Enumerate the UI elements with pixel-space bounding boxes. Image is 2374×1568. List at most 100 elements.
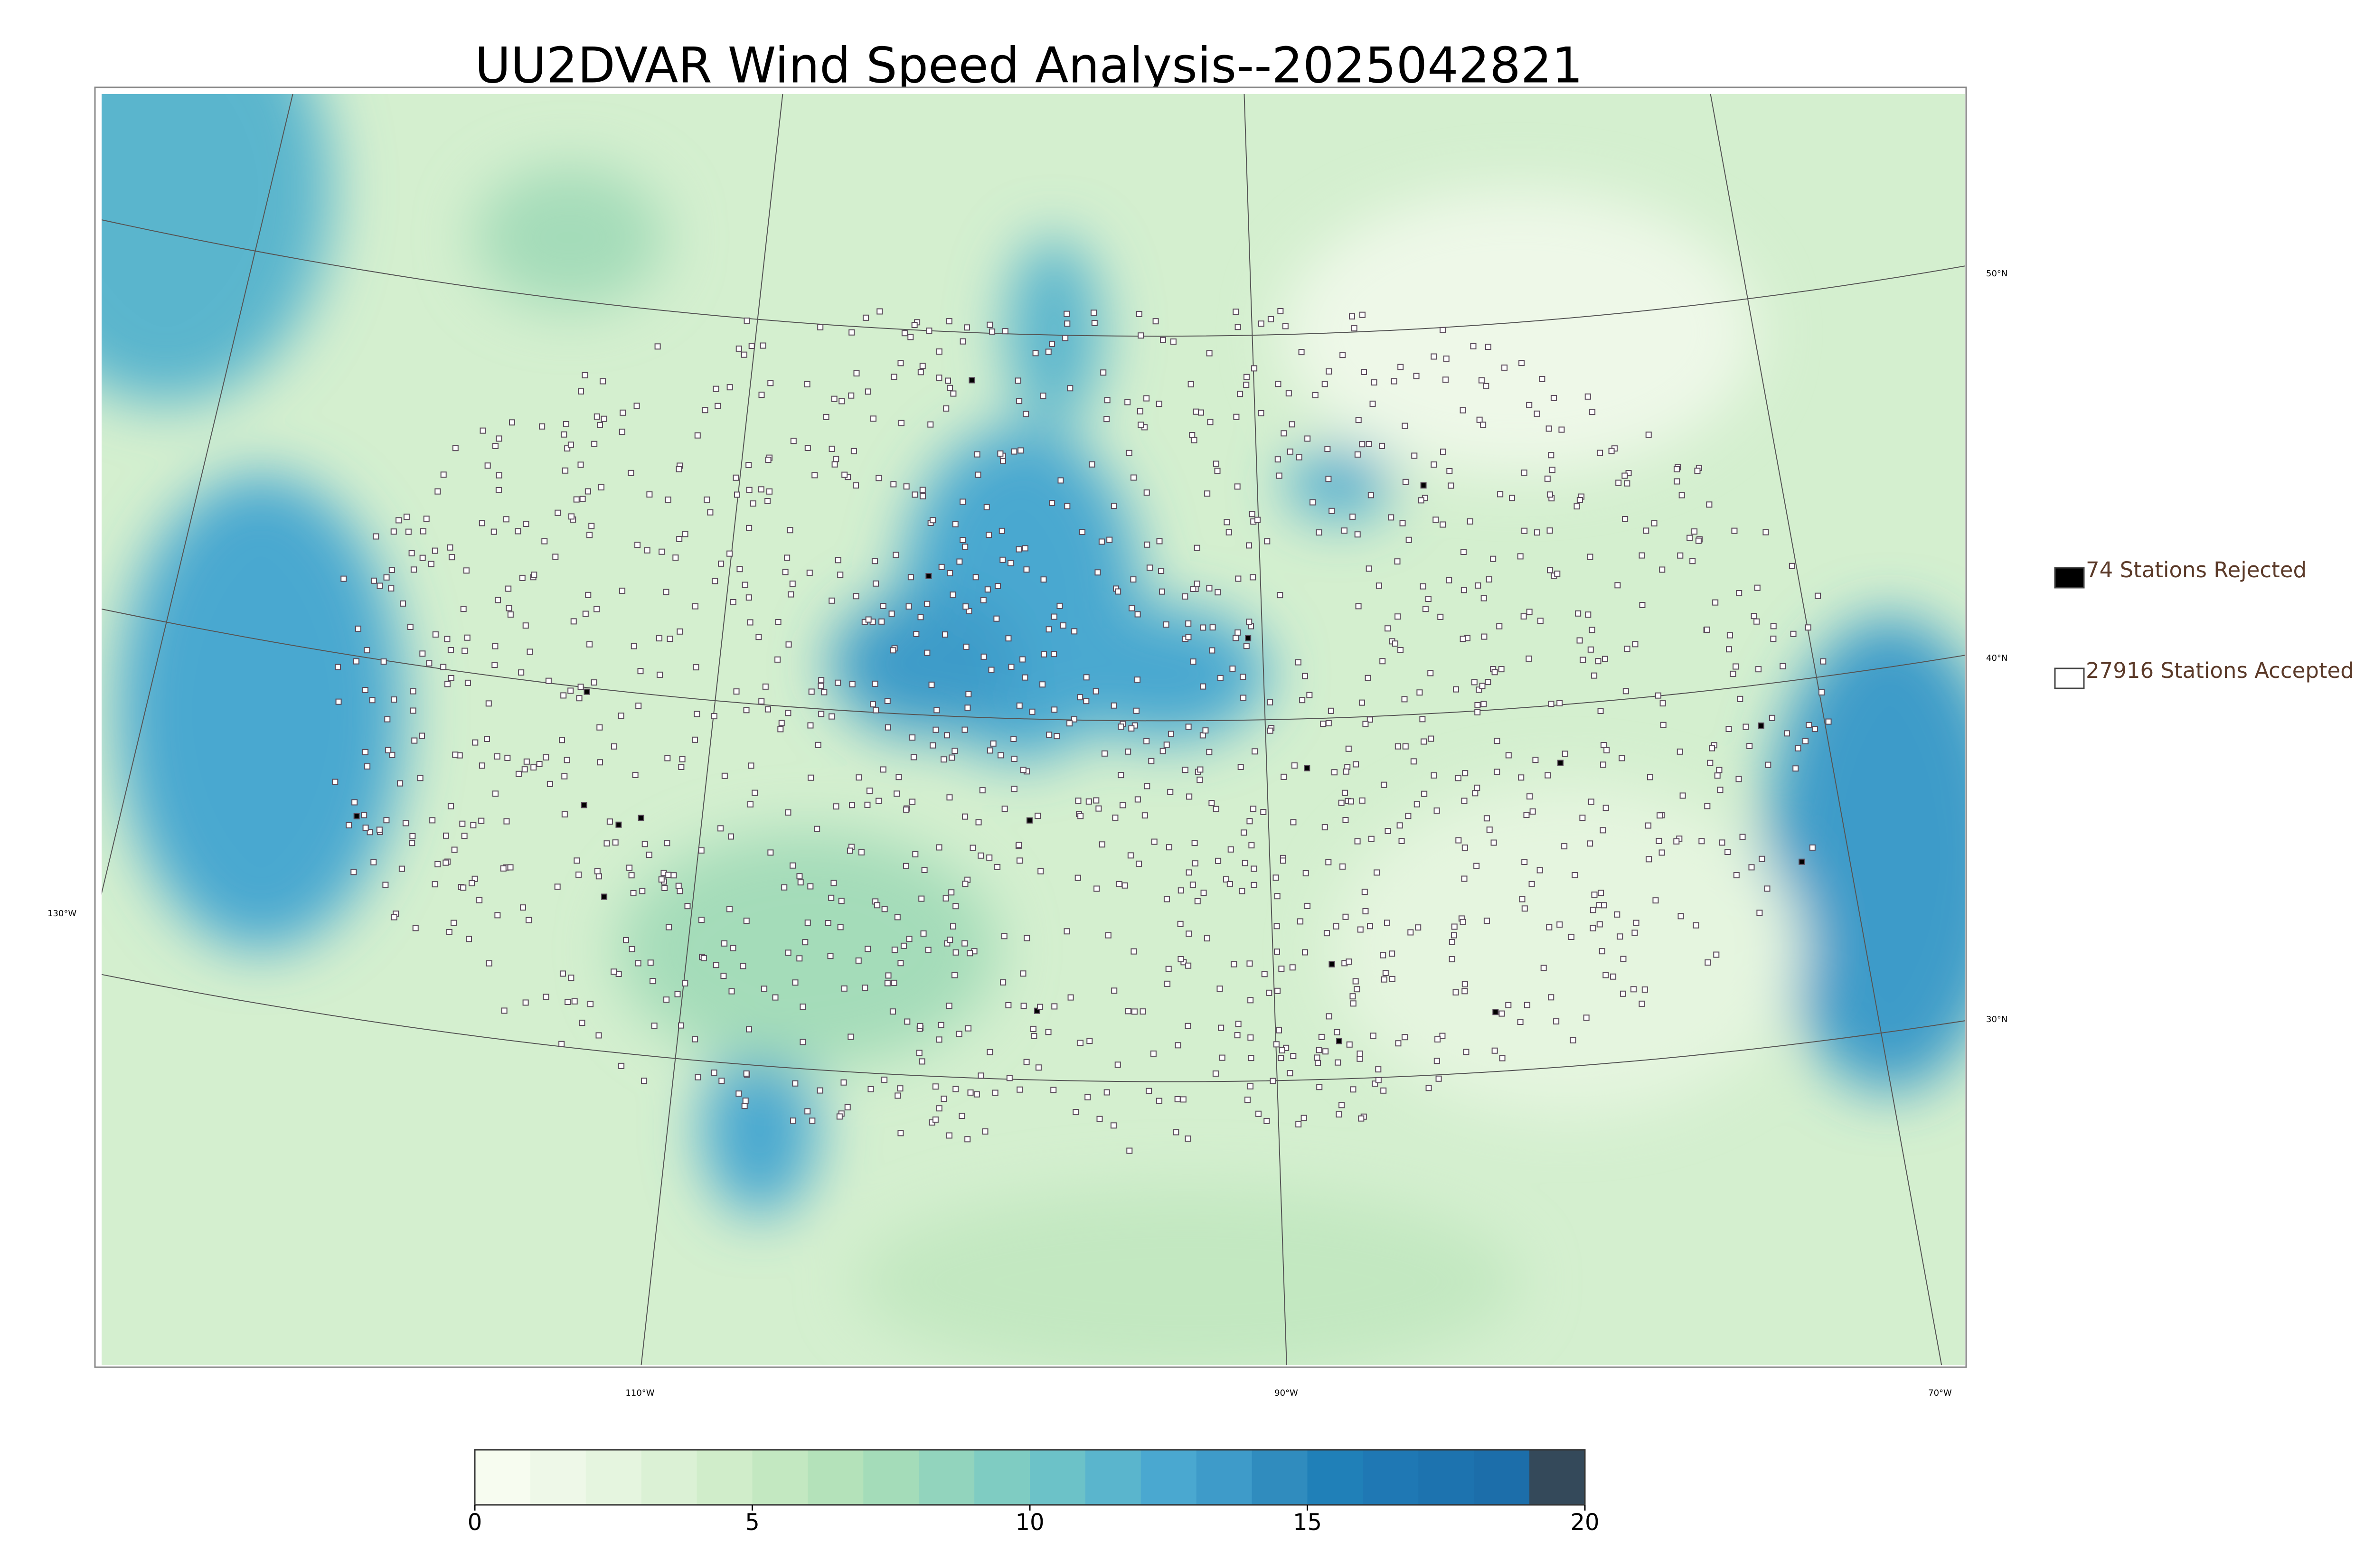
station-marker xyxy=(713,385,719,392)
station-marker xyxy=(748,343,755,349)
station-marker xyxy=(1224,519,1230,526)
station-marker xyxy=(523,520,529,527)
station-marker xyxy=(835,557,841,563)
station-marker xyxy=(637,668,644,675)
station-marker xyxy=(367,829,373,836)
station-marker xyxy=(522,999,529,1006)
station-marker xyxy=(790,1117,797,1124)
colorbar-band xyxy=(1363,1450,1419,1505)
station-marker xyxy=(692,736,698,743)
station-marker xyxy=(865,946,871,952)
station-marker xyxy=(881,1076,888,1083)
station-marker xyxy=(1544,475,1551,482)
colorbar-band xyxy=(1474,1450,1530,1505)
station-marker xyxy=(1287,1070,1293,1077)
station-marker xyxy=(1622,688,1629,695)
station-marker xyxy=(1093,885,1100,892)
station-marker xyxy=(1240,674,1246,680)
station-marker xyxy=(727,833,734,840)
station-marker xyxy=(975,819,982,826)
colorbar-tick-label: 0 xyxy=(468,1509,482,1536)
station-marker xyxy=(1647,774,1654,780)
station-marker xyxy=(1148,758,1155,764)
station-marker xyxy=(1011,786,1017,792)
station-marker xyxy=(1266,989,1272,996)
colorbar-band xyxy=(919,1450,975,1505)
station-marker xyxy=(635,960,641,967)
station-marker xyxy=(1291,762,1298,769)
station-marker xyxy=(1247,997,1254,1004)
station-marker xyxy=(1519,896,1526,902)
station-marker xyxy=(1131,1008,1138,1015)
station-marker xyxy=(1589,627,1595,633)
station-marker xyxy=(1244,1097,1251,1103)
station-marker xyxy=(412,925,419,931)
station-marker xyxy=(924,601,931,607)
station-marker xyxy=(837,924,844,930)
station-marker xyxy=(1698,838,1705,845)
station-marker xyxy=(1362,721,1369,727)
station-marker xyxy=(1200,890,1207,896)
station-marker xyxy=(398,865,405,872)
station-marker xyxy=(790,862,796,869)
colorbar: 0 5 10 15 20 xyxy=(468,1449,1600,1536)
station-marker xyxy=(1246,619,1253,625)
station-marker xyxy=(730,599,736,605)
station-marker xyxy=(978,852,984,859)
station-marker xyxy=(1369,400,1376,407)
station-marker xyxy=(1724,849,1731,855)
station-marker xyxy=(1064,503,1071,509)
station-marker xyxy=(850,448,857,454)
station-marker xyxy=(1100,369,1107,376)
station-marker xyxy=(1658,849,1665,856)
colorbar-band xyxy=(1196,1450,1253,1505)
station-marker xyxy=(1354,451,1361,458)
station-marker xyxy=(950,923,956,930)
station-marker xyxy=(1576,637,1583,644)
station-marker xyxy=(745,462,752,469)
station-marker xyxy=(925,947,932,953)
station-marker xyxy=(965,1025,972,1032)
station-marker xyxy=(1709,745,1715,751)
station-marker xyxy=(745,594,752,601)
station-marker xyxy=(718,1078,725,1084)
station-marker xyxy=(578,388,584,394)
station-marker xyxy=(1338,799,1345,806)
station-marker xyxy=(1521,905,1528,912)
station-marker xyxy=(772,994,779,1001)
station-marker xyxy=(1326,1013,1332,1020)
station-marker xyxy=(1083,698,1090,704)
station-marker xyxy=(1385,828,1391,835)
station-marker xyxy=(501,1007,508,1014)
station-marker xyxy=(1401,696,1408,703)
station-marker xyxy=(1601,902,1607,909)
station-marker xyxy=(1098,538,1105,545)
station-marker xyxy=(823,413,829,420)
station-marker xyxy=(784,554,791,561)
station-marker xyxy=(913,630,920,637)
station-marker xyxy=(726,550,733,557)
station-marker xyxy=(1764,885,1771,892)
station-marker xyxy=(950,390,957,397)
station-marker xyxy=(1455,837,1462,844)
station-marker xyxy=(1121,882,1128,889)
station-marker xyxy=(563,421,569,427)
station-marker xyxy=(1452,989,1459,995)
station-marker xyxy=(726,906,733,912)
station-marker xyxy=(1151,838,1158,845)
station-marker xyxy=(684,903,691,910)
station-marker xyxy=(1470,343,1477,349)
station-marker xyxy=(1518,774,1525,781)
station-marker xyxy=(804,1108,811,1115)
station-marker xyxy=(979,787,986,794)
station-marker xyxy=(1427,670,1434,676)
station-marker xyxy=(1704,803,1711,809)
station-marker xyxy=(1446,468,1453,474)
station-marker xyxy=(1394,558,1401,565)
station-marker xyxy=(890,647,896,654)
station-marker xyxy=(721,940,728,947)
station-marker xyxy=(595,873,602,880)
station-marker xyxy=(910,754,917,761)
station-marker xyxy=(1374,869,1380,876)
station-marker xyxy=(1234,324,1241,330)
